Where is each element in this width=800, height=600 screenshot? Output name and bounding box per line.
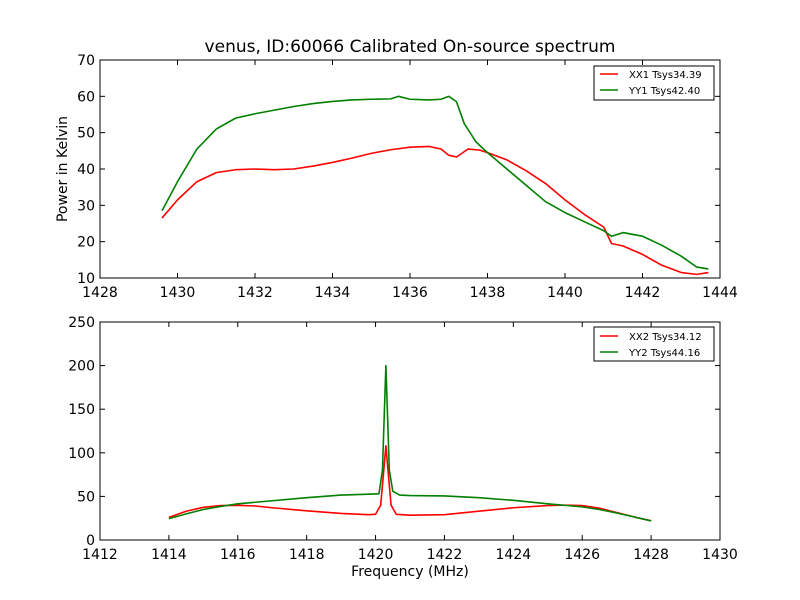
bottom-ticks-layer: 1412 1414 1416 1418 1420 1422 1424 1426 1428 1430… <box>68 315 738 563</box>
bottom-x-tick-label: 1412 <box>82 547 118 563</box>
bottom-x-tick-label: 1414 <box>151 547 187 563</box>
bottom-x-tick-label: 1422 <box>427 547 463 563</box>
top-y-tick-label: 30 <box>77 198 95 214</box>
top-legend-label-yy1: YY1 Tsys42.40 <box>628 86 700 97</box>
top-x-tick-label: 1436 <box>392 285 428 301</box>
top-y-tick-label: 70 <box>77 53 95 69</box>
bottom-y-tick-label: 100 <box>68 446 95 462</box>
top-y-tick-label: 10 <box>77 271 95 287</box>
bottom-y-tick-label: 0 <box>86 533 95 549</box>
bottom-x-tick-label: 1426 <box>564 547 600 563</box>
bottom-x-tick-label: 1418 <box>289 547 325 563</box>
top-series-layer <box>161 95 709 276</box>
top-y-tick-label: 40 <box>77 162 95 178</box>
bottom-x-tick-label: 1428 <box>633 547 669 563</box>
top-x-tick-label: 1432 <box>237 285 273 301</box>
bottom-series-line-yy2 <box>168 364 652 522</box>
top-x-tick-label: 1440 <box>547 285 583 301</box>
bottom-legend: XX2 Tsys34.12 YY2 Tsys44.16 <box>593 326 715 362</box>
top-y-tick-label: 20 <box>77 235 95 251</box>
top-spectrum-panel: 1428 1430 1432 1434 1436 1438 1440 1442 1444 10 20… <box>55 53 738 301</box>
bottom-y-tick-label: 200 <box>68 359 95 375</box>
top-x-tick-label: 1430 <box>160 285 196 301</box>
bottom-series-layer <box>168 364 652 522</box>
top-x-tick-label: 1428 <box>82 285 118 301</box>
top-series-line-xx1 <box>161 145 709 276</box>
top-x-tick-label: 1444 <box>702 285 738 301</box>
bottom-spectrum-panel: 1412 1414 1416 1418 1420 1422 1424 1426 1428 1430… <box>68 315 738 580</box>
bottom-axes-frame <box>99 321 721 541</box>
bottom-x-tick-label: 1424 <box>496 547 532 563</box>
top-ticks-layer: 1428 1430 1432 1434 1436 1438 1440 1442 1444 10 20… <box>77 53 738 301</box>
bottom-series-line-xx2 <box>168 445 652 522</box>
bottom-x-tick-label: 1430 <box>702 547 738 563</box>
top-y-axis-label: Power in Kelvin <box>55 116 71 222</box>
top-series-line-yy1 <box>161 95 709 270</box>
bottom-x-axis-label: Frequency (MHz) <box>351 564 469 580</box>
bottom-legend-label-xx2: XX2 Tsys34.12 <box>629 332 702 343</box>
bottom-x-tick-label: 1416 <box>220 547 256 563</box>
top-legend-box <box>593 65 715 101</box>
bottom-y-tick-label: 50 <box>77 489 95 505</box>
top-legend-label-xx1: XX1 Tsys34.39 <box>629 70 702 81</box>
bottom-legend-label-yy2: YY2 Tsys44.16 <box>628 348 700 359</box>
top-legend: XX1 Tsys34.39 YY1 Tsys42.40 <box>593 65 715 101</box>
top-x-tick-label: 1434 <box>315 285 351 301</box>
bottom-legend-box <box>593 326 715 362</box>
top-y-tick-label: 60 <box>77 89 95 105</box>
top-x-tick-label: 1438 <box>470 285 506 301</box>
bottom-x-tick-label: 1420 <box>358 547 394 563</box>
top-x-tick-label: 1442 <box>625 285 661 301</box>
chart-title: venus, ID:60066 Calibrated On-source spe… <box>205 37 616 57</box>
bottom-y-tick-label: 150 <box>68 402 95 418</box>
top-y-tick-label: 50 <box>77 126 95 142</box>
bottom-y-tick-label: 250 <box>68 315 95 331</box>
